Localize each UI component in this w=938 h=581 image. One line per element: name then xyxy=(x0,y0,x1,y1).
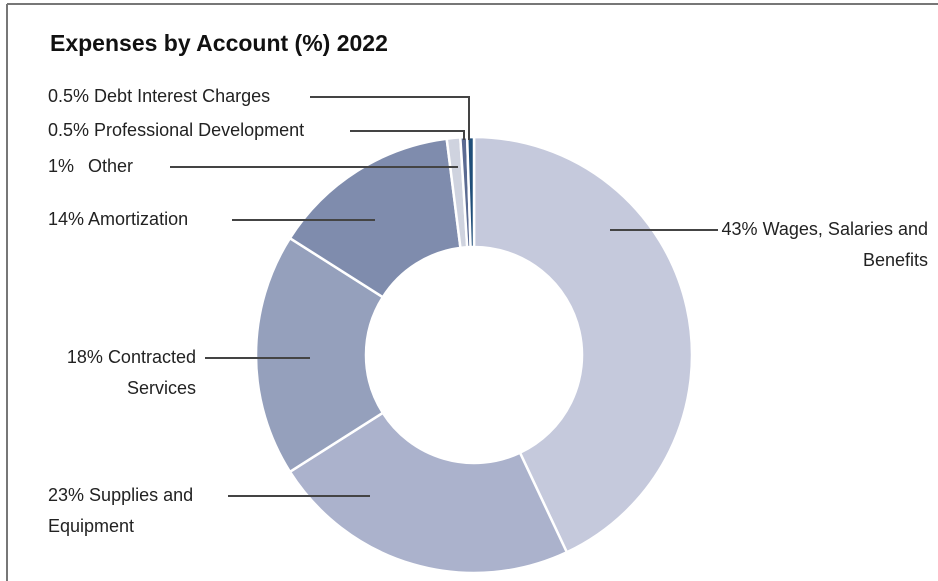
slices xyxy=(254,135,694,575)
category-label: Amortization xyxy=(88,209,189,229)
frame xyxy=(6,3,938,581)
slice-label: 18% Contracted Services xyxy=(36,342,196,404)
category-label: Debt Interest Charges xyxy=(94,86,271,106)
category-label: Professional Development xyxy=(94,120,305,140)
value-label: 1% xyxy=(48,156,75,176)
category-label: Supplies and Equipment xyxy=(48,485,194,536)
category-label: Contracted Services xyxy=(107,347,196,398)
value-label: 18% xyxy=(66,347,103,367)
value-label: 0.5% xyxy=(48,86,90,106)
donut-slice xyxy=(288,411,569,575)
value-label: 14% xyxy=(48,209,85,229)
slice-label: 43% Wages, Salaries and Benefits xyxy=(718,214,928,276)
slice-label: 1% Other xyxy=(48,151,133,182)
slice-label: 0.5% Professional Development xyxy=(48,115,304,146)
value-label: 23% xyxy=(48,485,85,505)
value-label: 43% xyxy=(721,219,758,239)
slice-label: 0.5% Debt Interest Charges xyxy=(48,81,270,112)
donut-slice xyxy=(472,135,694,554)
leader-lines xyxy=(170,96,718,497)
donut-slice xyxy=(288,137,462,299)
slice-label: 14% Amortization xyxy=(48,204,188,235)
category-label: Wages, Salaries and Benefits xyxy=(762,219,928,270)
value-label: 0.5% xyxy=(48,120,90,140)
slice-label: 23% Supplies and Equipment xyxy=(48,480,223,542)
chart-title: Expenses by Account (%) 2022 xyxy=(50,30,388,56)
donut-slice xyxy=(254,236,385,474)
category-label: Other xyxy=(88,156,134,176)
